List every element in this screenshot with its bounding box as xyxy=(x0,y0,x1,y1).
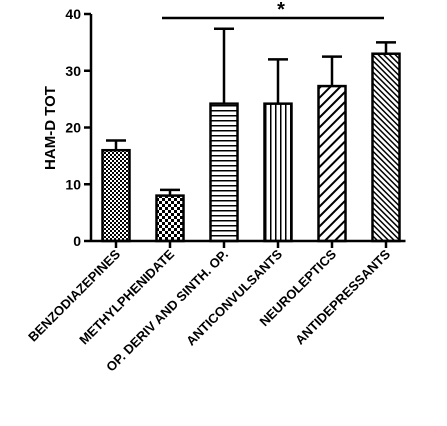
bar xyxy=(263,102,293,243)
y-axis: 0 10 20 30 40 xyxy=(65,6,93,249)
y-tick-label: 0 xyxy=(73,233,81,249)
y-tick-label: 20 xyxy=(65,120,81,136)
bar xyxy=(371,52,401,243)
bars xyxy=(101,27,401,243)
significance-annotation: * xyxy=(162,0,384,21)
x-tick-label: ANTIDEPRESSANTS xyxy=(292,246,393,347)
x-tick-label: ANTICONVULSANTS xyxy=(183,246,285,348)
y-tick-label: 30 xyxy=(65,63,81,79)
x-tick-label: BENZODIAZEPINES xyxy=(25,246,123,344)
y-tick-label: 10 xyxy=(65,176,81,192)
x-tick-label: METHYLPHENIDATE xyxy=(76,246,177,347)
significance-star: * xyxy=(277,0,285,21)
bar xyxy=(317,84,347,243)
bar xyxy=(209,102,239,243)
y-axis-title: HAM-D TOT xyxy=(42,86,59,170)
bar xyxy=(155,194,185,243)
y-tick-label: 40 xyxy=(65,6,81,22)
bar xyxy=(101,148,131,243)
